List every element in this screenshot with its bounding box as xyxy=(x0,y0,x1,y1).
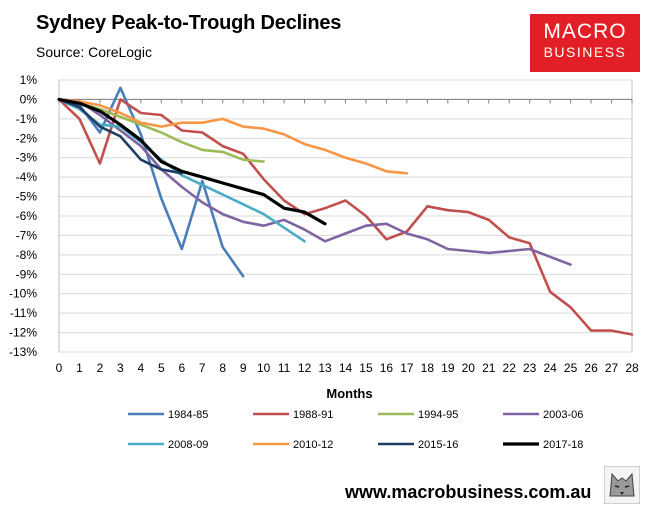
x-tick-label: 4 xyxy=(138,361,145,375)
x-tick-label: 5 xyxy=(158,361,165,375)
line-chart: 1% 0% -1% -2% -3% -4% -5% -6% -7% -8% -9% -10% -11% -… xyxy=(9,73,639,451)
legend-label-2010-12: 2010-12 xyxy=(293,439,333,451)
x-tick-label: 28 xyxy=(625,361,639,375)
logo-line-1: MACRO xyxy=(543,20,627,43)
x-tick-label: 9 xyxy=(240,361,247,375)
x-tick-label: 19 xyxy=(441,361,455,375)
y-tick-label: -6% xyxy=(16,209,38,223)
wolf-icon xyxy=(604,466,640,504)
y-tick-label: -1% xyxy=(16,112,38,126)
series-line-2003-06 xyxy=(57,98,572,266)
x-tick-label: 21 xyxy=(482,361,496,375)
x-tick-label: 10 xyxy=(257,361,271,375)
x-tick-label: 15 xyxy=(359,361,373,375)
x-tick-label: 6 xyxy=(178,361,185,375)
x-tick-label: 25 xyxy=(564,361,578,375)
x-tick-label: 18 xyxy=(421,361,435,375)
legend-label-2003-06: 2003-06 xyxy=(543,409,583,421)
x-tick-label: 7 xyxy=(199,361,206,375)
x-tick-label: 22 xyxy=(503,361,517,375)
y-tick-label: 0% xyxy=(20,92,38,106)
y-tick-label: -7% xyxy=(16,228,38,242)
series-line-2015-16 xyxy=(57,98,184,175)
x-tick-label: 1 xyxy=(76,361,83,375)
x-tick-label: 8 xyxy=(219,361,226,375)
footer-url[interactable]: www.macrobusiness.com.au xyxy=(345,482,592,502)
x-axis-title: Months xyxy=(326,386,372,401)
x-tick-label: 24 xyxy=(543,361,557,375)
series-line-2017-18 xyxy=(57,97,327,226)
legend-label-1984-85: 1984-85 xyxy=(168,409,208,421)
y-tick-label: -8% xyxy=(16,248,38,262)
x-tick-label: 27 xyxy=(605,361,619,375)
series-line-1988-91 xyxy=(57,98,634,336)
logo-line-2: BUSINESS xyxy=(543,44,627,60)
legend-label-2008-09: 2008-09 xyxy=(168,439,208,451)
x-tick-label: 17 xyxy=(400,361,414,375)
x-tick-label: 2 xyxy=(97,361,104,375)
legend-label-2017-18: 2017-18 xyxy=(543,439,583,451)
x-tick-label: 13 xyxy=(318,361,332,375)
y-tick-label: 1% xyxy=(20,73,38,87)
legend-label-1994-95: 1994-95 xyxy=(418,409,458,421)
x-tick-label: 11 xyxy=(278,361,291,375)
y-tick-label: -12% xyxy=(9,326,37,340)
x-tick-label: 0 xyxy=(56,361,63,375)
legend-label-2015-16: 2015-16 xyxy=(418,439,458,451)
y-tick-label: -3% xyxy=(16,151,38,165)
x-tick-label: 20 xyxy=(462,361,476,375)
y-tick-label: -4% xyxy=(16,170,38,184)
x-tick-label: 12 xyxy=(298,361,312,375)
chart-source: Source: CoreLogic xyxy=(36,44,152,60)
series-line-1984-85 xyxy=(57,86,245,278)
macrobusiness-logo: MACRO BUSINESS xyxy=(530,14,640,72)
y-tick-label: -11% xyxy=(10,306,37,320)
y-tick-label: -10% xyxy=(9,287,37,301)
series-line-2010-12 xyxy=(57,98,409,175)
y-tick-label: -13% xyxy=(9,345,37,359)
series-line-2008-09 xyxy=(57,98,306,243)
x-tick-label: 16 xyxy=(380,361,394,375)
y-tick-label: -5% xyxy=(16,190,38,204)
x-tick-label: 23 xyxy=(523,361,537,375)
x-tick-label: 14 xyxy=(339,361,353,375)
legend-label-1988-91: 1988-91 xyxy=(293,409,333,421)
y-tick-label: -2% xyxy=(16,131,38,145)
x-tick-label: 26 xyxy=(584,361,598,375)
chart-title: Sydney Peak-to-Trough Declines xyxy=(36,12,342,34)
x-tick-label: 3 xyxy=(117,361,124,375)
y-tick-label: -9% xyxy=(16,267,38,281)
